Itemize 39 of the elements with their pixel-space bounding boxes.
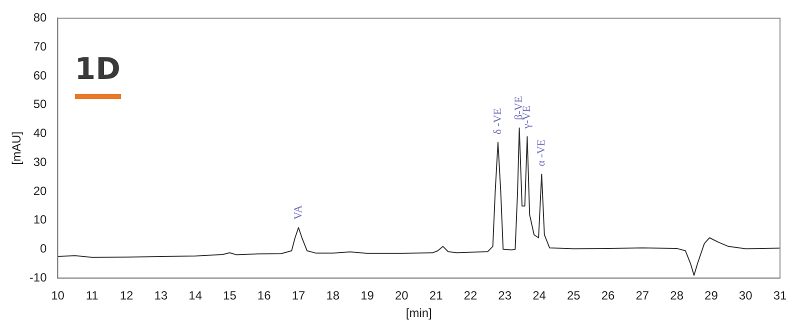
annotation: α -VE xyxy=(536,139,548,166)
annotation: γ-VE xyxy=(521,105,534,130)
y-tick-label: 30 xyxy=(33,154,48,169)
x-tick-label: 31 xyxy=(773,288,787,303)
y-axis-title: [mAU] xyxy=(10,132,24,165)
x-tick-label: 18 xyxy=(326,288,340,303)
y-tick-label: 50 xyxy=(33,97,48,112)
x-tick-label: 30 xyxy=(738,288,753,303)
x-tick-label: 23 xyxy=(498,288,512,303)
x-tick-label: 11 xyxy=(86,288,99,303)
y-tick-label: 60 xyxy=(33,68,48,82)
annotation: δ -VE xyxy=(492,108,504,134)
x-tick-label: 13 xyxy=(154,288,168,303)
annotation: VA xyxy=(292,205,304,220)
x-tick-label: 15 xyxy=(223,288,237,303)
y-tick-label: -10 xyxy=(29,270,48,285)
x-tick-label: 26 xyxy=(601,288,616,303)
x-tick-label: 10 xyxy=(51,288,65,303)
x-tick-label: 17 xyxy=(292,288,306,303)
x-axis-title: [min] xyxy=(406,306,432,320)
x-tick-label: 22 xyxy=(464,288,478,303)
x-tick-label: 20 xyxy=(394,288,409,303)
x-tick-label: 25 xyxy=(566,288,581,303)
y-tick-label: 70 xyxy=(33,39,48,54)
x-tick-label: 14 xyxy=(188,288,202,303)
y-tick-label: 80 xyxy=(33,10,48,25)
x-tick-label: 12 xyxy=(120,288,134,303)
x-tick-label: 24 xyxy=(532,288,546,303)
x-tick-label: 19 xyxy=(360,288,374,303)
x-tick-label: 27 xyxy=(636,288,650,303)
x-tick-label: 21 xyxy=(429,288,444,303)
x-tick-label: 16 xyxy=(257,288,272,303)
y-tick-label: 20 xyxy=(33,184,48,198)
y-tick-label: 0 xyxy=(40,242,48,256)
y-tick-label: 40 xyxy=(33,126,48,140)
x-tick-label: 29 xyxy=(704,288,718,303)
y-tick-label: 10 xyxy=(33,212,48,227)
annotation: 1D xyxy=(74,52,121,100)
x-tick-label: 28 xyxy=(670,288,684,303)
